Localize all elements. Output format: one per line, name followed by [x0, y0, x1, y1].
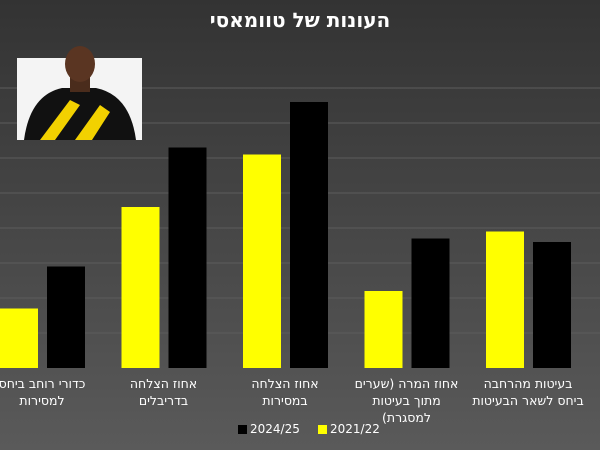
x-tick-label: כדורי רוחב ביחס למסירות — [0, 376, 86, 408]
chart-title: העונות של טוומאסי — [209, 8, 391, 32]
legend-swatch — [238, 425, 247, 434]
bar — [168, 147, 207, 368]
legend-swatch — [318, 425, 327, 434]
bar — [486, 231, 524, 368]
x-tick-label: אחוז הצלחה במסירות — [251, 376, 319, 408]
x-tick-label: אחוז המרה (שערים מתוך בעיטות למסגרת) — [354, 376, 459, 425]
bar — [411, 238, 450, 368]
bar — [121, 207, 160, 368]
bar — [243, 154, 281, 368]
bar — [47, 266, 85, 368]
legend-label: 2021/22 — [330, 422, 380, 436]
bar — [533, 242, 571, 368]
bar — [290, 102, 328, 368]
x-tick-label: אחוז הצלחה בדריבלים — [129, 376, 198, 408]
bar — [0, 308, 38, 368]
player-photo — [17, 46, 142, 140]
legend-label: 2024/25 — [250, 422, 300, 436]
bar — [364, 291, 403, 368]
x-tick-label: בעיטות מהרחבה ביחס לשאר הבעיטות — [472, 376, 584, 408]
